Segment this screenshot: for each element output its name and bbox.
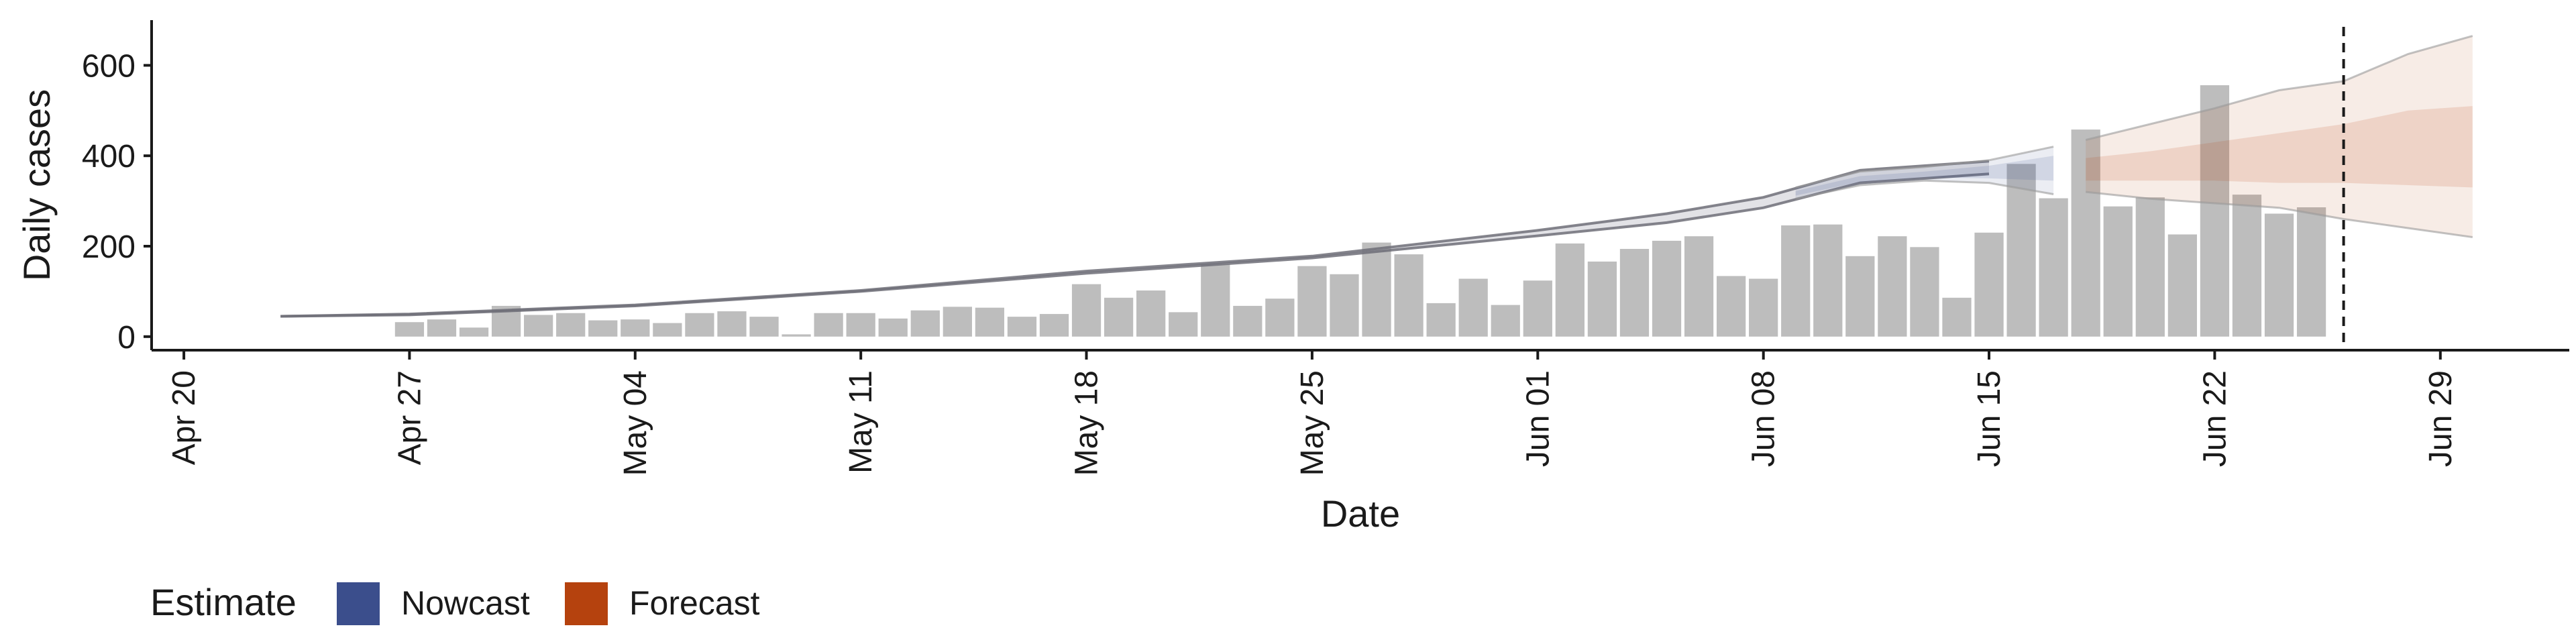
y-axis-title: Daily cases [15, 89, 58, 281]
bar [2006, 164, 2036, 337]
x-tick-label: Jun 01 [1520, 370, 1556, 467]
bar [2232, 195, 2262, 337]
bar [1910, 247, 1939, 337]
bar [2264, 213, 2294, 337]
bar [975, 307, 1005, 337]
bar [1942, 297, 1972, 337]
legend-label-forecast: Forecast [629, 584, 760, 622]
bar [394, 322, 425, 337]
legend: Estimate Nowcast Forecast [150, 581, 760, 625]
y-tick-label: 200 [82, 229, 136, 265]
bar [814, 313, 843, 337]
bar [1974, 232, 2004, 337]
x-axis-title: Date [1321, 492, 1400, 535]
legend-label-nowcast: Nowcast [401, 584, 530, 622]
bar [782, 334, 811, 337]
bar [1684, 236, 1714, 337]
bar [2135, 197, 2165, 337]
bar [1330, 274, 1359, 337]
bar [749, 317, 779, 337]
y-tick-label: 400 [82, 139, 136, 174]
bar [1104, 297, 1134, 337]
bar [1071, 284, 1102, 337]
x-tick-label: Jun 08 [1746, 370, 1782, 467]
forecast-lower-line [2086, 191, 2473, 238]
legend-swatch-nowcast [337, 582, 380, 625]
bar [1652, 240, 1682, 337]
bar [1426, 303, 1456, 337]
bar [1555, 243, 1585, 337]
x-tick-label: May 11 [843, 370, 879, 474]
x-tick-label: Apr 20 [166, 370, 202, 465]
bar [2071, 129, 2100, 337]
x-axis-ticks: Apr 20 Apr 27 May 04 May 11 May 18 May 25 Jun … [166, 350, 2459, 476]
bar [1491, 305, 1520, 337]
bar [524, 315, 553, 337]
bar [1233, 305, 1263, 337]
bar [621, 319, 650, 337]
nowcast-outer-band [1795, 146, 2054, 199]
bar [588, 320, 618, 337]
bar [1587, 261, 1617, 337]
bar [556, 313, 586, 337]
bar [1716, 276, 1746, 337]
bar [878, 318, 908, 337]
bar [910, 310, 940, 337]
plot-area [280, 27, 2473, 350]
bar [1813, 224, 1843, 337]
bar [653, 323, 682, 337]
x-tick-label: Jun 29 [2423, 370, 2459, 467]
bar [1039, 314, 1069, 337]
forecast-upper-line [2085, 35, 2473, 142]
estimate-lower-line [280, 172, 1990, 318]
bar [1749, 278, 1778, 337]
bar [2039, 198, 2068, 337]
bar [1845, 256, 1875, 337]
forecast-outer-band [2086, 36, 2473, 237]
bar [427, 319, 457, 337]
x-tick-label: May 18 [1069, 370, 1105, 476]
forecast-inner-band [2086, 106, 2473, 188]
nowcast-upper-line [1795, 146, 2054, 189]
bar [2103, 206, 2133, 337]
x-tick-label: Jun 15 [1972, 370, 2007, 467]
bar [459, 327, 489, 337]
bar [2200, 85, 2230, 337]
bar [2296, 207, 2326, 337]
y-tick-label: 0 [117, 320, 136, 356]
bar [1169, 312, 1198, 337]
bar [1201, 264, 1230, 337]
bar [1297, 266, 1327, 337]
bar [943, 307, 972, 337]
bar [2167, 234, 2197, 337]
y-tick-label: 600 [82, 48, 136, 84]
bar [1619, 249, 1650, 337]
bar [1136, 290, 1166, 337]
bar [846, 313, 875, 337]
nowcast-lower-line [1795, 179, 2054, 200]
bar [1394, 254, 1424, 337]
nowcast-inner-band [1795, 156, 2054, 196]
bar [1878, 236, 1907, 337]
x-tick-label: Jun 22 [2197, 370, 2233, 467]
x-tick-label: Apr 27 [392, 370, 427, 465]
bar [1007, 317, 1037, 337]
bar [1362, 242, 1391, 337]
axes: 0 200 400 600 Apr 20 Apr 27 May 04 May 11 May 1… [82, 20, 2569, 476]
y-axis-ticks: 0 200 400 600 [82, 48, 152, 356]
x-tick-label: May 04 [618, 370, 653, 476]
legend-title: Estimate [150, 581, 297, 623]
bar [1523, 280, 1552, 337]
bar [717, 311, 747, 337]
bar [1781, 225, 1811, 337]
bar [1458, 278, 1488, 337]
bar [1265, 299, 1295, 337]
legend-swatch-forecast [565, 582, 608, 625]
bar [685, 313, 714, 337]
x-tick-label: May 25 [1295, 370, 1330, 476]
